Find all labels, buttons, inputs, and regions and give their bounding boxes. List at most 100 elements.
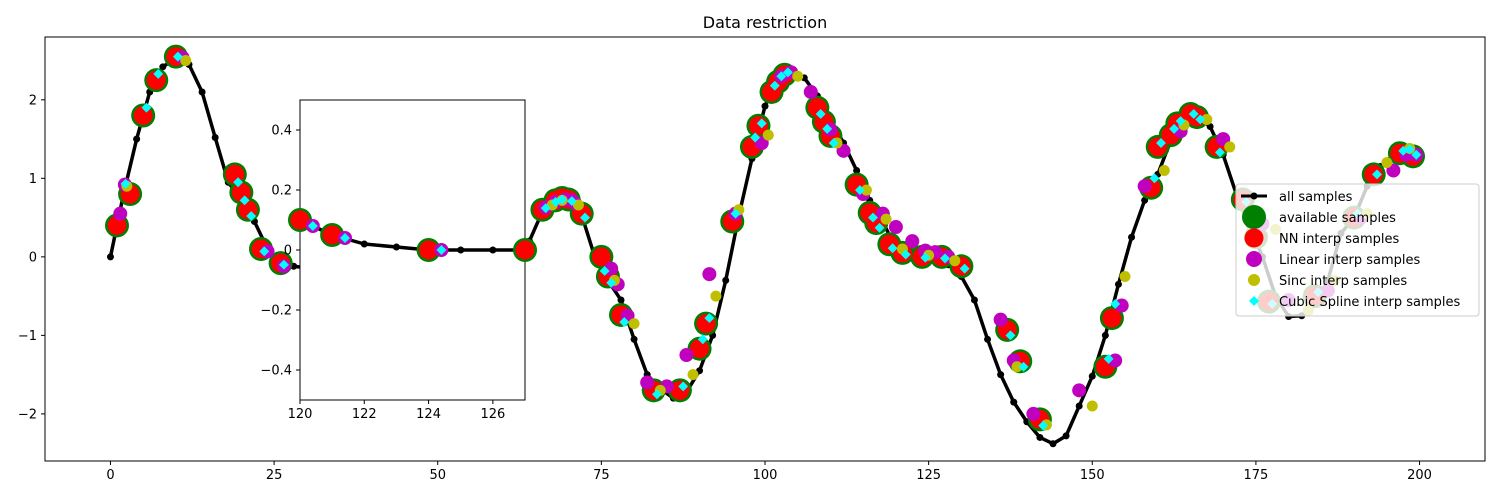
cubic-interp-point xyxy=(652,389,662,400)
sinc-interp-point xyxy=(1011,361,1023,373)
legend-entry-nn: NN interp samples xyxy=(1244,228,1400,248)
all-sample-point xyxy=(1010,398,1018,406)
cubic-interp-point xyxy=(1195,114,1206,125)
x-tick-label: 25 xyxy=(266,468,283,483)
sinc-interp-point xyxy=(792,70,804,82)
cubic-interp-point xyxy=(900,249,911,260)
legend-label-sinc: Sinc interp samples xyxy=(1279,274,1407,289)
legend-marker-sinc xyxy=(1248,274,1260,286)
x-tick-label: 75 xyxy=(593,468,610,483)
all-sample-point xyxy=(722,276,730,284)
all-sample-point xyxy=(133,135,141,143)
y-tick-label: −0.2 xyxy=(260,304,292,319)
linear-interp-point xyxy=(640,375,655,390)
nn-interp-point xyxy=(322,225,342,245)
y-tick-label: −1 xyxy=(18,329,37,344)
cubic-interp-point xyxy=(566,196,577,207)
cubic-interp-point xyxy=(678,381,689,392)
x-tick-label: 120 xyxy=(288,407,313,422)
legend-entry-available: available samples xyxy=(1242,205,1396,229)
cubic-interp-point xyxy=(874,222,885,233)
sinc-interp-point xyxy=(1201,113,1213,125)
inset-ticks: 120 122 124 126 −0.4 −0.2 0 0.2 0.4 xyxy=(260,124,505,423)
cubic-interp-point xyxy=(278,259,289,270)
nn-interp-point xyxy=(107,215,127,235)
cubic-interp-point xyxy=(815,108,826,119)
inset-plot-area xyxy=(288,208,537,262)
legend-entry-cubic: Cubic Spline interp samples xyxy=(1249,295,1460,310)
linear-interp-point xyxy=(1108,353,1123,368)
chart-title: Data restriction xyxy=(703,13,827,32)
x-tick-label: 126 xyxy=(480,407,505,422)
legend-marker-nn xyxy=(1244,228,1264,248)
legend-marker-linear xyxy=(1246,251,1262,267)
cubic-interp-point xyxy=(307,221,318,231)
all-sample-point xyxy=(457,246,465,254)
cubic-interp-point xyxy=(557,194,568,205)
linear-interp-point xyxy=(1026,406,1041,421)
all-sample-point xyxy=(1128,233,1136,241)
y-tick-label: 0 xyxy=(284,244,292,259)
all-sample-point xyxy=(630,335,638,343)
linear-interp-point xyxy=(993,312,1008,327)
all-sample-point xyxy=(159,63,167,71)
all-sample-point xyxy=(1101,331,1109,339)
all-sample-point xyxy=(1075,402,1083,410)
cubic-interp-point xyxy=(1005,330,1016,341)
all-sample-point xyxy=(1062,432,1070,440)
cubic-interp-point xyxy=(1103,353,1114,364)
cubic-interp-point xyxy=(1188,108,1199,119)
x-tick-label: 0 xyxy=(106,468,114,483)
legend-box xyxy=(1235,183,1480,317)
sinc-interp-point xyxy=(1119,270,1131,282)
sinc-interp-point xyxy=(687,369,699,381)
legend-marker-cubic xyxy=(1249,296,1259,306)
cubic-interp-point xyxy=(782,67,793,78)
all-sample-point xyxy=(489,246,497,254)
linear-interp-point xyxy=(1137,179,1152,194)
nn-interp-point xyxy=(419,240,439,260)
cubic-interp-point xyxy=(1175,116,1186,126)
all-sample-point xyxy=(392,243,400,251)
x-tick-label: 200 xyxy=(1407,468,1432,483)
cubic-interp-point xyxy=(776,71,787,82)
sinc-interp-point xyxy=(572,199,584,211)
all-sample-point xyxy=(198,88,206,96)
cubic-interp-point xyxy=(540,203,551,214)
all-sample-point xyxy=(211,134,219,142)
all-sample-point xyxy=(853,166,861,174)
cubic-interp-point xyxy=(599,266,610,276)
nn-interp-point xyxy=(290,210,310,230)
all-sample-point xyxy=(1049,440,1057,448)
legend-label-cubic: Cubic Spline interp samples xyxy=(1279,295,1460,310)
y-tick-label: −2 xyxy=(18,407,37,422)
cubic-interp-point xyxy=(769,80,780,91)
cubic-interp-point xyxy=(239,195,250,206)
all-sample-point xyxy=(1088,372,1096,380)
x-tick-label: 150 xyxy=(1080,468,1105,483)
cubic-interp-point xyxy=(436,245,447,255)
cubic-interp-point xyxy=(606,277,617,288)
legend-entry-linear: Linear interp samples xyxy=(1246,251,1420,268)
legend-entry-sinc: Sinc interp samples xyxy=(1248,274,1407,289)
cubic-interp-point xyxy=(1411,149,1422,160)
x-tick-label: 50 xyxy=(429,468,446,483)
legend-label-linear: Linear interp samples xyxy=(1279,253,1420,268)
cubic-interp-point xyxy=(1156,138,1166,148)
legend-marker-all xyxy=(1250,192,1258,200)
cubic-interp-point xyxy=(1398,145,1409,156)
linear-interp-point xyxy=(702,267,717,282)
cubic-interp-point xyxy=(959,263,970,274)
cubic-interp-point xyxy=(704,313,715,324)
x-tick-label: 125 xyxy=(916,468,941,483)
cubic-interp-point xyxy=(619,317,630,327)
y-tick-label: 1 xyxy=(29,172,37,187)
linear-interp-point xyxy=(803,84,818,99)
sinc-interp-point xyxy=(1224,141,1236,153)
cubic-interp-point xyxy=(730,208,741,219)
inset-axes: 120 122 124 126 −0.4 −0.2 0 0.2 0.4 xyxy=(260,99,537,423)
legend-label-available: available samples xyxy=(1279,211,1396,226)
cubic-interp-point xyxy=(750,132,761,143)
cubic-interp-point xyxy=(120,178,131,189)
all-sample-point xyxy=(1114,280,1122,288)
